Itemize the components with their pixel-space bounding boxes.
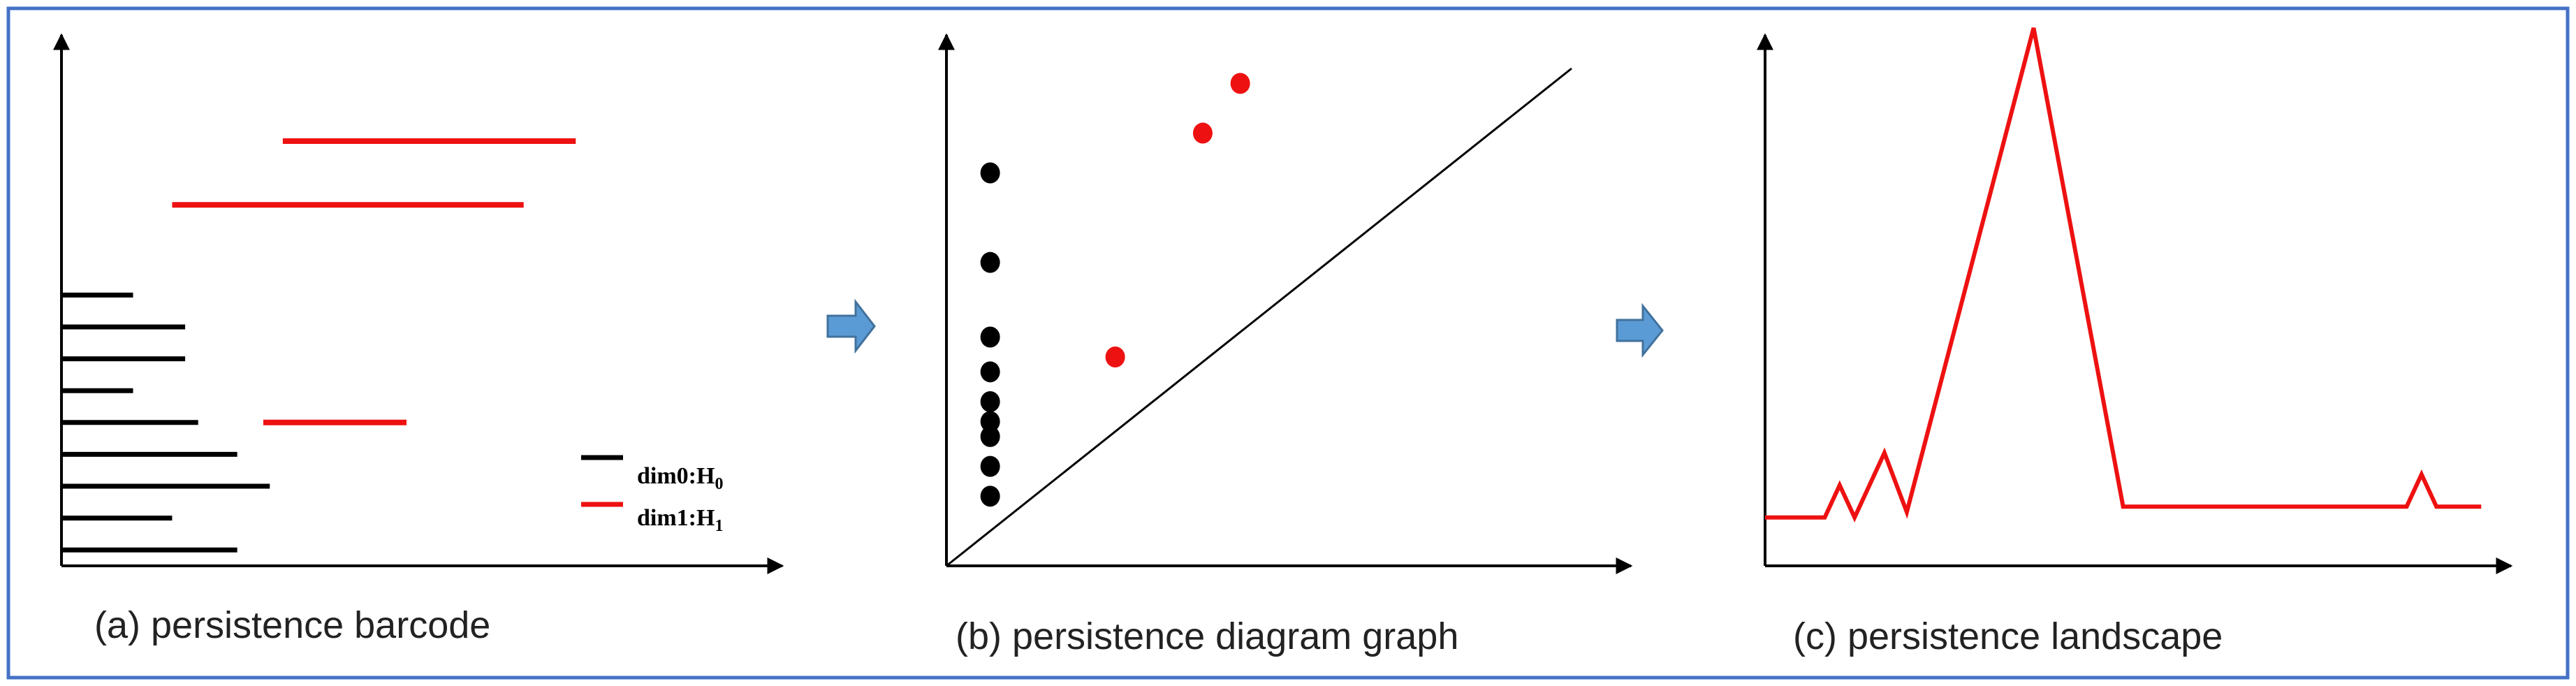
- panel-a-caption: (a) persistence barcode: [94, 604, 490, 646]
- diagram-point-h0: [980, 411, 1000, 432]
- diagram-point-h0: [980, 455, 1000, 477]
- diagram-point-h0: [980, 326, 1000, 348]
- panel-c-caption: (c) persistence landscape: [1793, 615, 2223, 657]
- arrow-right-icon: [826, 298, 876, 354]
- barcode-bars: [61, 138, 576, 553]
- diagram-point-h0: [980, 361, 1000, 383]
- diagram-point-h1: [1105, 346, 1125, 367]
- diagram-point-h1: [1230, 73, 1250, 94]
- panel-a-barcode: dim0:H0 dim1:H1 (a) persistence barcode: [53, 33, 784, 646]
- diagram-point-h0: [980, 391, 1000, 413]
- legend-h1-label: dim1:H1: [637, 505, 723, 535]
- legend-h1-subscript: 1: [715, 517, 723, 535]
- diagram-point-h0: [980, 162, 1000, 184]
- panel-b-diagonal: [946, 67, 1572, 567]
- diagram-point-h0: [980, 251, 1000, 273]
- diagram-point-h0: [980, 486, 1000, 507]
- panel-b-diagram: (b) persistence diagram graph: [938, 33, 1633, 657]
- diagram-points: [980, 73, 1250, 507]
- panel-b-caption: (b) persistence diagram graph: [956, 615, 1458, 657]
- diagram-point-h0: [980, 425, 1000, 447]
- legend-h0-subscript: 0: [715, 475, 723, 493]
- landscape-line: [1765, 27, 2482, 523]
- diagram-point-h1: [1192, 122, 1213, 144]
- arrow-right-icon: [1616, 302, 1664, 358]
- barcode-legend: dim0:H0 dim1:H1: [581, 455, 723, 535]
- panel-c-landscape: (c) persistence landscape: [1757, 27, 2513, 657]
- figure-frame: [6, 6, 2570, 680]
- landscape-line-group: [1765, 27, 2482, 523]
- legend-h0-label: dim0:H0: [637, 463, 723, 493]
